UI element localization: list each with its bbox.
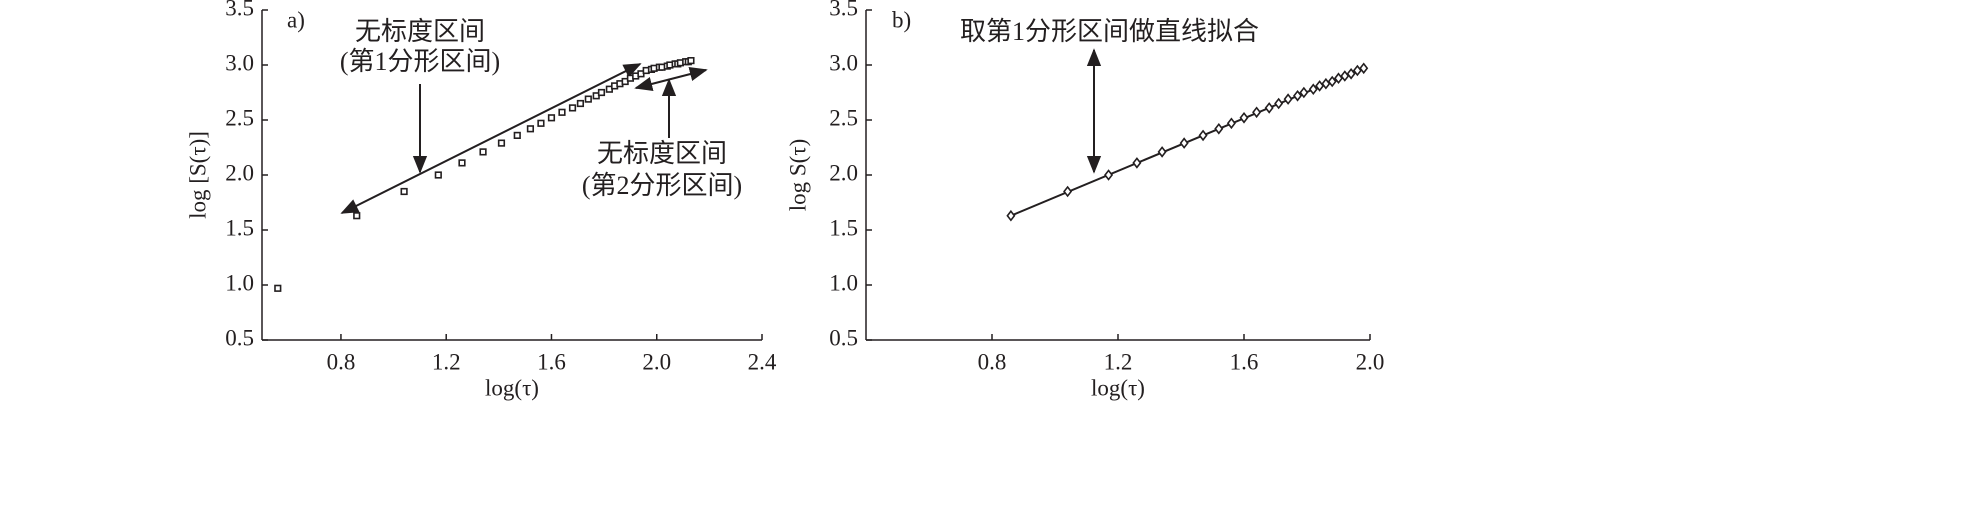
point (597, 88, 606, 97)
point (458, 159, 466, 167)
panel-label: b) (892, 7, 911, 32)
panel-label: a) (287, 7, 305, 32)
point (434, 171, 442, 179)
point (497, 139, 506, 147)
x-axis-label: log(τ) (1091, 375, 1145, 400)
annotation: (第2分形区间) (582, 171, 742, 200)
annotation: 无标度区间 (597, 139, 727, 168)
point (1198, 129, 1208, 142)
point (1132, 157, 1142, 169)
point (1214, 122, 1224, 135)
point (1157, 146, 1167, 158)
y-tick-label: 1.0 (829, 270, 858, 295)
y-tick-label: 2.0 (225, 160, 254, 185)
point (1264, 102, 1274, 114)
point (576, 99, 585, 108)
point (568, 104, 577, 112)
point (537, 119, 545, 127)
point (1321, 77, 1331, 90)
point (584, 95, 592, 103)
point (1293, 89, 1303, 102)
point (547, 114, 556, 122)
point (479, 148, 487, 156)
y-tick-label: 1.0 (225, 270, 254, 295)
point (526, 125, 535, 133)
x-tick-label: 0.8 (978, 349, 1007, 374)
arrow (340, 63, 642, 214)
x-tick-label: 2.0 (1356, 349, 1385, 374)
y-tick-label: 3.5 (829, 0, 858, 20)
point (1299, 86, 1309, 99)
y-tick-label: 3.0 (829, 50, 858, 75)
y-tick-label: 2.0 (829, 160, 858, 185)
x-tick-label: 1.2 (432, 349, 461, 374)
y-tick-label: 2.5 (225, 105, 254, 130)
point (1006, 209, 1016, 222)
point (1226, 117, 1236, 130)
point (687, 56, 695, 65)
point (1063, 185, 1073, 198)
point (1346, 67, 1356, 80)
x-tick-label: 1.2 (1104, 349, 1133, 374)
point (353, 212, 361, 220)
y-tick-label: 3.5 (225, 0, 254, 20)
x-axis-label: log(τ) (485, 375, 539, 400)
point (400, 187, 408, 196)
x-tick-label: 1.6 (1230, 349, 1259, 374)
point (1308, 83, 1318, 96)
point (513, 131, 521, 140)
annotation: (第1分形区间) (340, 47, 500, 76)
point (1359, 62, 1369, 75)
point (1327, 75, 1337, 88)
y-tick-label: 1.5 (225, 215, 254, 240)
y-tick-label: 1.5 (829, 215, 858, 240)
y-tick-label: 2.5 (829, 105, 858, 130)
point (1340, 70, 1350, 82)
y-tick-label: 3.0 (225, 50, 254, 75)
point (1104, 169, 1114, 181)
annotation: 取第1分形区间做直线拟合 (960, 17, 1259, 46)
x-tick-label: 0.8 (327, 349, 356, 374)
y-axis-label: log S(τ) (785, 139, 810, 212)
point (558, 108, 566, 116)
point (1274, 97, 1284, 110)
point (1283, 93, 1293, 105)
y-axis-label: log [S(τ)] (185, 131, 210, 219)
annotation: 无标度区间 (355, 17, 485, 46)
point (274, 284, 282, 292)
point (1179, 137, 1189, 149)
point (1252, 106, 1262, 119)
x-tick-label: 2.4 (748, 349, 777, 374)
y-tick-label: 0.5 (225, 325, 254, 350)
y-tick-label: 0.5 (829, 325, 858, 350)
x-tick-label: 1.6 (537, 349, 566, 374)
x-tick-label: 2.0 (642, 349, 671, 374)
point (1239, 111, 1249, 124)
